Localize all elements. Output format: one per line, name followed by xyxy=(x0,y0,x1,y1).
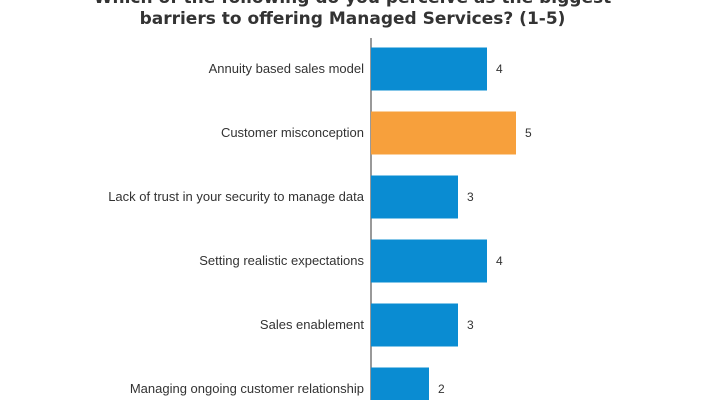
category-label: Lack of trust in your security to manage… xyxy=(108,189,365,204)
bar xyxy=(371,239,487,283)
category-label: Customer misconception xyxy=(221,125,364,140)
data-label: 4 xyxy=(496,254,503,268)
data-label: 3 xyxy=(467,318,474,332)
bar xyxy=(371,47,487,91)
category-label: Setting realistic expectations xyxy=(199,253,364,268)
data-label: 2 xyxy=(438,382,445,396)
category-label: Managing ongoing customer relationship xyxy=(130,381,364,396)
bar xyxy=(371,367,429,400)
category-label: Sales enablement xyxy=(260,317,364,332)
chart-title-line-2: barriers to offering Managed Services? (… xyxy=(139,9,566,29)
chart-title-line-1: Which of the following do you perceive a… xyxy=(0,0,705,8)
bar xyxy=(371,175,458,219)
bar xyxy=(371,111,516,155)
data-label: 3 xyxy=(467,190,474,204)
data-label: 5 xyxy=(525,126,532,140)
category-label: Annuity based sales model xyxy=(209,61,364,76)
bar xyxy=(371,303,458,347)
data-label: 4 xyxy=(496,62,503,76)
